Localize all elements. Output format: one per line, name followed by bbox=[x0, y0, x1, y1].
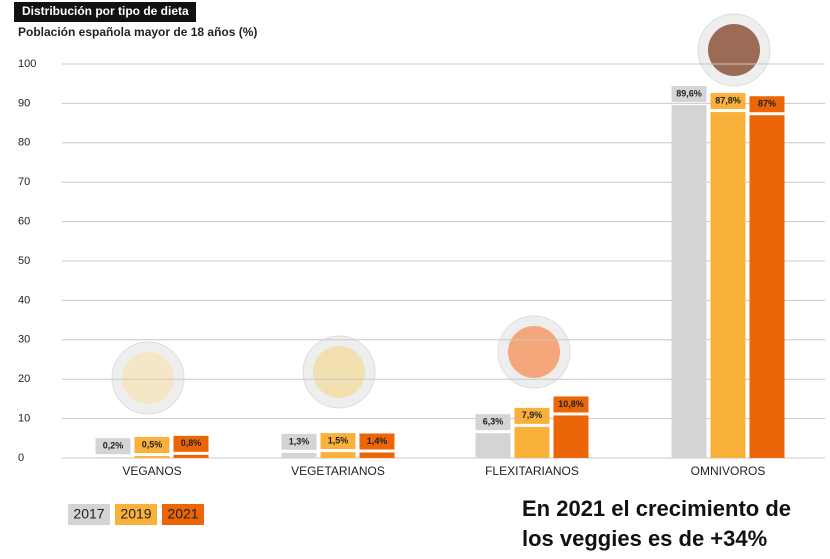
plate-food bbox=[708, 24, 760, 76]
y-tick-label: 10 bbox=[18, 413, 30, 425]
y-tick-label: 100 bbox=[18, 58, 36, 70]
chart-title: Distribución por tipo de dieta bbox=[22, 4, 189, 18]
bar bbox=[320, 452, 356, 458]
value-label: 6,3% bbox=[483, 417, 504, 427]
x-tick-label: VEGANOS bbox=[122, 464, 181, 478]
bar bbox=[173, 454, 209, 458]
bar bbox=[553, 415, 589, 458]
value-label: 0,5% bbox=[142, 439, 163, 449]
y-tick-label: 30 bbox=[18, 334, 30, 346]
annotation: En 2021 el crecimiento de los veggies es… bbox=[522, 496, 792, 551]
bar bbox=[671, 104, 707, 458]
legend-swatch bbox=[115, 504, 157, 525]
value-label-bg bbox=[710, 93, 746, 110]
y-tick-label: 70 bbox=[18, 176, 30, 188]
legend-label: 2017 bbox=[73, 506, 104, 522]
legend-label: 2019 bbox=[120, 506, 151, 522]
y-tick-label: 20 bbox=[18, 373, 30, 385]
value-label: 0,2% bbox=[103, 441, 124, 451]
value-label: 10,8% bbox=[558, 399, 584, 409]
value-label-bg bbox=[173, 435, 209, 452]
title-bg bbox=[14, 2, 196, 22]
value-label-bg bbox=[95, 438, 131, 455]
bar bbox=[95, 457, 131, 458]
x-tick-label: FLEXITARIANOS bbox=[485, 464, 579, 478]
value-label-bg bbox=[671, 85, 707, 102]
value-label-bg bbox=[320, 433, 356, 450]
value-label: 1,3% bbox=[289, 436, 310, 446]
y-tick-label: 60 bbox=[18, 216, 30, 228]
value-label-bg bbox=[475, 414, 511, 431]
plate-food bbox=[313, 346, 365, 398]
bar bbox=[281, 452, 317, 458]
legend-swatch bbox=[162, 504, 204, 525]
bar bbox=[749, 115, 785, 458]
bar bbox=[134, 456, 170, 458]
chart-subtitle: Población española mayor de 18 años (%) bbox=[18, 25, 257, 39]
value-label: 0,8% bbox=[181, 438, 202, 448]
y-tick-label: 40 bbox=[18, 294, 30, 306]
y-tick-label: 50 bbox=[18, 255, 30, 267]
value-label-bg bbox=[553, 396, 589, 413]
value-label: 89,6% bbox=[676, 88, 702, 98]
value-label: 87% bbox=[758, 99, 776, 109]
value-label: 7,9% bbox=[522, 410, 543, 420]
value-label-bg bbox=[359, 433, 395, 450]
y-tick-label: 0 bbox=[18, 452, 24, 464]
value-label-bg bbox=[134, 437, 170, 454]
bar bbox=[514, 426, 550, 458]
bar bbox=[710, 112, 746, 459]
value-label: 87,8% bbox=[715, 95, 741, 105]
y-tick-label: 80 bbox=[18, 137, 30, 149]
x-tick-label: OMNIVOROS bbox=[691, 464, 766, 478]
value-label-bg bbox=[514, 407, 550, 424]
legend-label: 2021 bbox=[167, 506, 198, 522]
bar bbox=[475, 433, 511, 458]
x-tick-label: VEGETARIANOS bbox=[291, 464, 385, 478]
plate-food bbox=[122, 352, 174, 404]
value-label: 1,4% bbox=[367, 436, 388, 446]
value-label-bg bbox=[749, 96, 785, 113]
plates bbox=[111, 13, 771, 415]
y-tick-label: 90 bbox=[18, 97, 30, 109]
value-label: 1,5% bbox=[328, 435, 349, 445]
bar bbox=[359, 452, 395, 458]
plate-food bbox=[508, 326, 560, 378]
legend-swatch bbox=[68, 504, 110, 525]
value-label-bg bbox=[281, 433, 317, 450]
